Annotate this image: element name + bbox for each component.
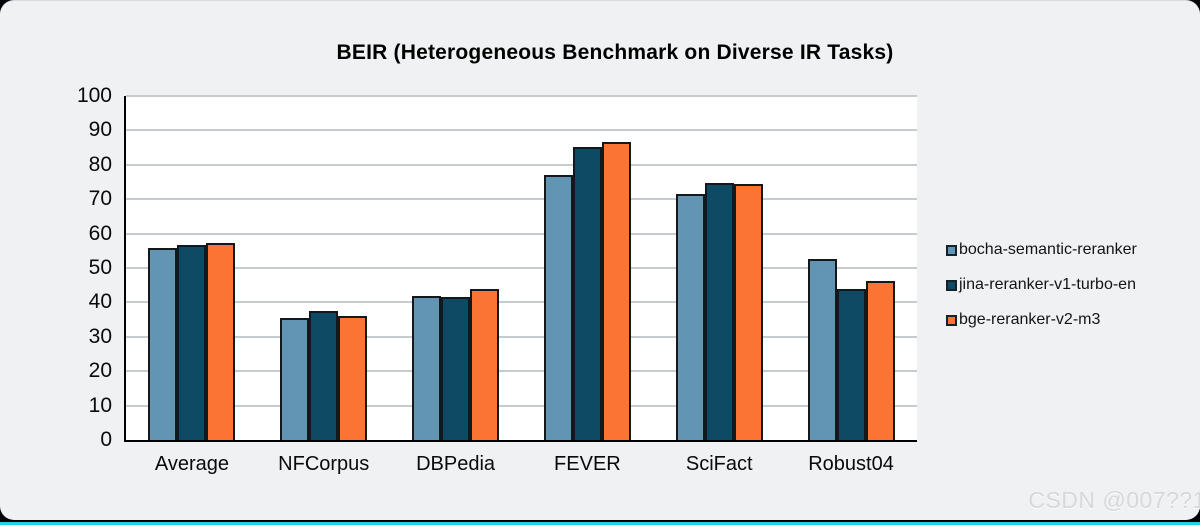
legend-label: bocha-semantic-reranker — [959, 241, 1137, 258]
bar-bocha-semantic-reranker-average — [148, 248, 178, 440]
bar-bge-reranker-v2-m3-robust04 — [865, 280, 895, 440]
gridline-40 — [126, 301, 917, 304]
y-tick-label-80: 80 — [88, 152, 112, 176]
bar-bocha-semantic-reranker-dbpedia — [412, 295, 442, 440]
legend: bocha-semantic-reranker jina-reranker-v1-… — [946, 241, 1137, 328]
y-tick-label-0: 0 — [100, 428, 112, 451]
legend-swatch-icon — [946, 279, 957, 291]
bar-bge-reranker-v2-m3-scifact — [733, 184, 763, 440]
y-tick-label-90: 90 — [88, 118, 112, 142]
bar-jina-reranker-v1-turbo-en-robust04 — [836, 288, 866, 440]
legend-item-bge-reranker-v2-m3: bge-reranker-v2-m3 — [946, 311, 1137, 328]
gridline-90 — [126, 129, 917, 132]
x-category-label-scifact: SciFact — [685, 453, 753, 475]
bar-bocha-semantic-reranker-nfcorpus — [280, 317, 310, 440]
gridline-100 — [126, 95, 917, 97]
x-category-label-fever: FEVER — [554, 453, 621, 475]
bar-jina-reranker-v1-turbo-en-fever — [572, 146, 602, 440]
x-category-label-dbpedia: DBPedia — [416, 453, 496, 475]
bottom-accent-line — [0, 522, 1200, 525]
gridline-80 — [126, 163, 917, 166]
x-category-label-robust04: Robust04 — [808, 453, 894, 475]
bar-jina-reranker-v1-turbo-en-scifact — [704, 183, 734, 440]
legend-item-jina-reranker-v1-turbo-en: jina-reranker-v1-turbo-en — [946, 276, 1137, 293]
bar-group-robust04 — [785, 96, 917, 440]
y-tick-label-70: 70 — [88, 187, 112, 211]
bar-bge-reranker-v2-m3-nfcorpus — [338, 316, 368, 440]
bar-bocha-semantic-reranker-fever — [543, 175, 573, 440]
bar-group-dbpedia — [390, 96, 522, 440]
bar-bocha-semantic-reranker-scifact — [675, 193, 705, 440]
y-tick-label-100: 100 — [76, 84, 112, 107]
legend-swatch-icon — [946, 244, 957, 256]
bar-group-average — [126, 96, 258, 440]
bar-bge-reranker-v2-m3-dbpedia — [470, 289, 500, 440]
gridline-10 — [126, 404, 917, 407]
bar-group-scifact — [653, 96, 785, 440]
gridline-50 — [126, 267, 917, 269]
y-tick-label-30: 30 — [88, 324, 112, 348]
gridline-30 — [126, 335, 917, 338]
plot-area — [124, 95, 917, 442]
chart-title: BEIR (Heterogeneous Benchmark on Diverse… — [336, 41, 894, 64]
legend-swatch-icon — [946, 314, 957, 326]
bar-groups — [126, 96, 917, 440]
bar-jina-reranker-v1-turbo-en-nfcorpus — [309, 311, 339, 440]
legend-label: jina-reranker-v1-turbo-en — [959, 276, 1136, 293]
y-tick-label-60: 60 — [88, 221, 112, 245]
y-tick-label-40: 40 — [88, 290, 112, 314]
y-tick-label-50: 50 — [88, 256, 112, 279]
bar-group-nfcorpus — [258, 96, 390, 440]
gridline-20 — [126, 370, 917, 373]
x-category-label-average: Average — [154, 453, 229, 475]
bar-group-fever — [521, 96, 653, 440]
legend-label: bge-reranker-v2-m3 — [959, 311, 1101, 328]
watermark-text: CSDN @007??1 — [1028, 487, 1200, 513]
gridline-60 — [126, 232, 917, 235]
y-tick-label-20: 20 — [88, 359, 112, 383]
x-category-label-nfcorpus: NFCorpus — [278, 453, 370, 475]
bar-jina-reranker-v1-turbo-en-average — [177, 245, 207, 440]
bar-bge-reranker-v2-m3-fever — [601, 142, 631, 440]
bar-jina-reranker-v1-turbo-en-dbpedia — [441, 297, 471, 440]
bar-bge-reranker-v2-m3-average — [206, 242, 236, 440]
bar-bocha-semantic-reranker-robust04 — [807, 259, 837, 440]
legend-item-bocha-semantic-reranker: bocha-semantic-reranker — [946, 241, 1137, 258]
x-axis-labels: Average NFCorpus DBPedia FEVER SciFact Robust… — [126, 453, 917, 476]
y-axis-labels: 0 10 20 30 40 50 60 70 80 90 100 — [0, 85, 112, 451]
gridline-70 — [126, 198, 917, 201]
y-tick-label-10: 10 — [88, 393, 112, 417]
